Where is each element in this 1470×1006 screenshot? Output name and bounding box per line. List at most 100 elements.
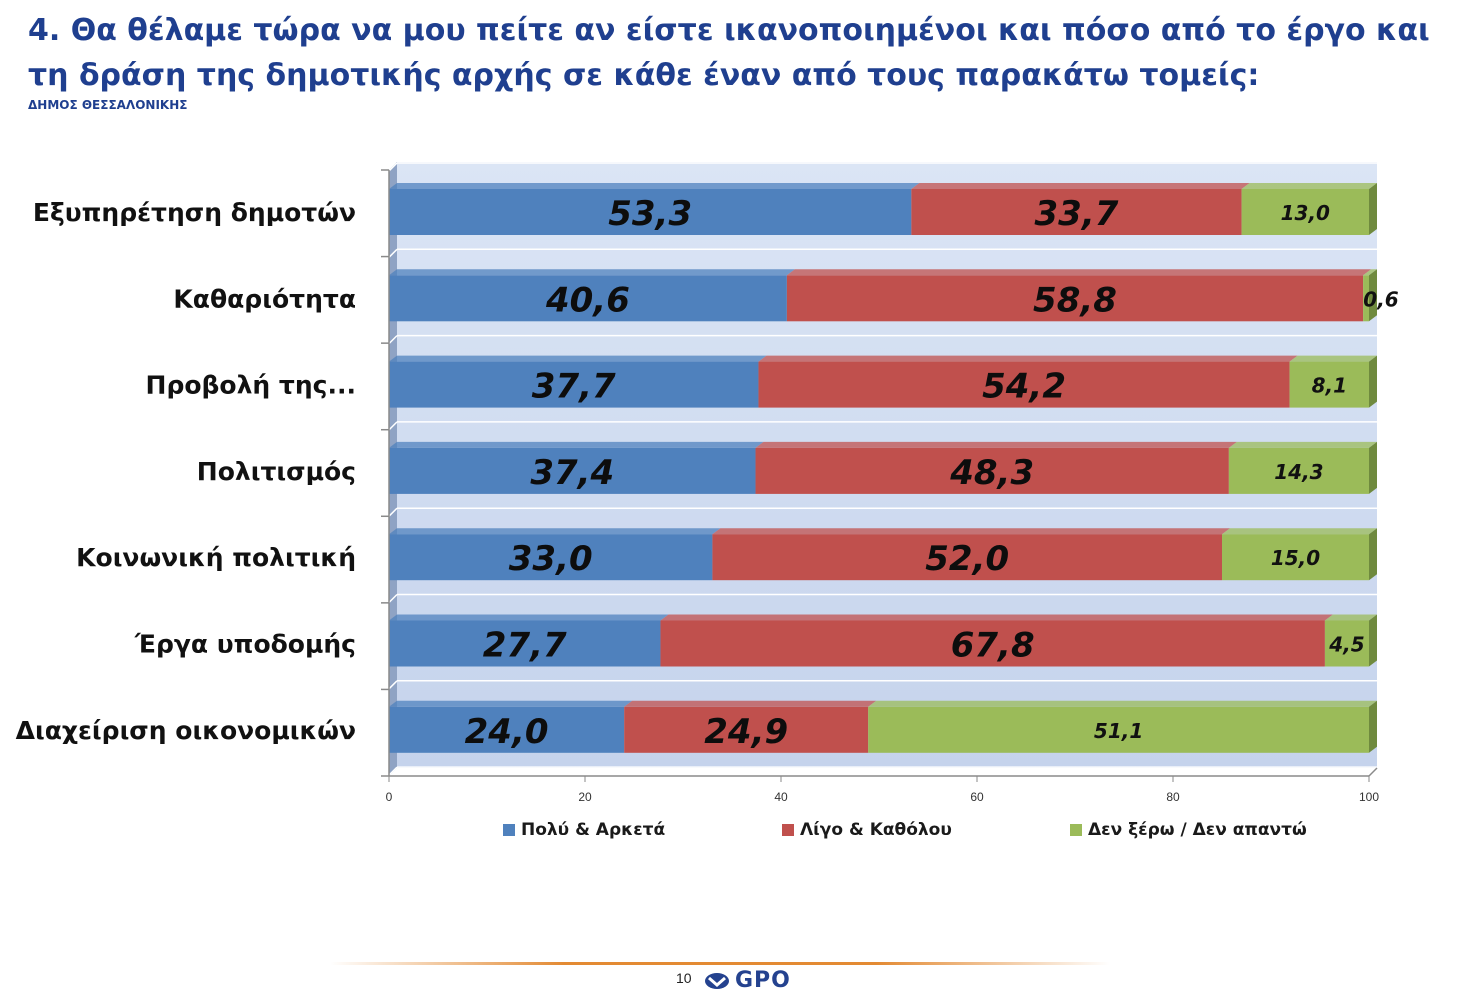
gridline bbox=[388, 335, 398, 345]
bar-top-face bbox=[911, 183, 1250, 189]
category-label: Πολιτισμός bbox=[197, 457, 356, 486]
data-label-2-4: 15,0 bbox=[1271, 546, 1320, 570]
bar-top-face bbox=[389, 614, 669, 621]
legend-label: Λίγο & Καθόλου bbox=[800, 820, 952, 840]
bar-side-face bbox=[1369, 700, 1377, 753]
legend-item-series-0: Πολύ & Αρκετά bbox=[503, 820, 665, 840]
bar-0-4 bbox=[389, 534, 713, 581]
gridline bbox=[388, 680, 398, 690]
bar-0-1 bbox=[389, 275, 787, 322]
bars-group: 53,3 33,7 13,0 40,6 58,8 0,6 37,7 54,2 8,1 37,4 48… bbox=[389, 183, 1399, 753]
category-label: Εξυπηρέτηση δημοτών bbox=[33, 198, 356, 227]
legend: Πολύ & Αρκετά Λίγο & Καθόλου Δεν ξέρω / … bbox=[0, 820, 1470, 848]
bar-2-3 bbox=[1228, 447, 1369, 494]
data-label-1-5: 67,8 bbox=[951, 626, 1035, 666]
x-tick-label: 60 bbox=[970, 790, 984, 804]
bar-1-4 bbox=[712, 534, 1222, 581]
gridline bbox=[388, 593, 398, 604]
data-label-1-0: 33,7 bbox=[1035, 194, 1119, 234]
bar-side-face bbox=[1369, 528, 1377, 581]
legend-swatch bbox=[503, 824, 515, 836]
bar-top-face bbox=[712, 528, 1230, 535]
bar-2-6 bbox=[868, 706, 1369, 753]
x-axis-line-depth bbox=[1368, 767, 1378, 777]
data-label-1-3: 48,3 bbox=[949, 453, 1034, 493]
bar-side-face bbox=[1369, 183, 1377, 235]
logo-mark-icon bbox=[705, 972, 729, 989]
bar-0-0 bbox=[389, 189, 912, 235]
bar-top-face bbox=[389, 355, 767, 362]
bar-0-3 bbox=[389, 447, 756, 494]
bar-1-6 bbox=[624, 706, 869, 753]
bar-0-6 bbox=[389, 706, 625, 753]
bar-side-face bbox=[1369, 614, 1377, 667]
bar-top-face bbox=[1363, 269, 1377, 276]
bar-top-face bbox=[868, 700, 1377, 707]
data-label-1-6: 24,9 bbox=[704, 712, 788, 752]
bar-0-2 bbox=[389, 361, 759, 408]
bar-top-face bbox=[389, 528, 721, 535]
gridline bbox=[388, 507, 398, 517]
data-label-0-3: 37,4 bbox=[530, 453, 614, 493]
bar-1-5 bbox=[660, 620, 1325, 667]
category-label: Διαχείριση οικονομικών bbox=[16, 716, 356, 745]
bar-top-face bbox=[786, 269, 1372, 276]
x-tick-label: 40 bbox=[774, 790, 788, 804]
bar-side-face bbox=[1369, 269, 1377, 322]
bar-2-5 bbox=[1324, 620, 1369, 667]
gridlines bbox=[388, 162, 1377, 776]
bar-top-face bbox=[755, 441, 1237, 448]
page-number: 10 bbox=[676, 970, 692, 986]
x-tick-label: 0 bbox=[386, 790, 393, 804]
legend-swatch bbox=[782, 824, 794, 836]
logo-text: GPO bbox=[735, 968, 791, 993]
bar-top-face bbox=[1228, 441, 1377, 448]
data-label-2-6: 51,1 bbox=[1094, 719, 1143, 743]
bar-1-2 bbox=[758, 361, 1290, 408]
x-tick-label: 100 bbox=[1359, 790, 1379, 804]
bar-top-face bbox=[389, 700, 633, 707]
bar-top-face bbox=[1289, 355, 1377, 362]
legend-label: Πολύ & Αρκετά bbox=[521, 820, 666, 840]
data-label-0-0: 53,3 bbox=[608, 194, 692, 234]
data-label-1-2: 54,2 bbox=[982, 367, 1066, 407]
bar-1-1 bbox=[786, 275, 1364, 322]
x-tick-label: 20 bbox=[578, 790, 592, 804]
bar-top-face bbox=[1324, 614, 1377, 621]
legend-label: Δεν ξέρω / Δεν απαντώ bbox=[1088, 820, 1307, 840]
gridline bbox=[388, 248, 398, 258]
category-label: Κοινωνική πολιτική bbox=[76, 543, 356, 572]
bar-top-face bbox=[1222, 528, 1377, 535]
data-label-0-1: 40,6 bbox=[545, 280, 630, 320]
data-label-2-2: 8,1 bbox=[1312, 374, 1347, 398]
bar-2-1 bbox=[1363, 275, 1369, 322]
footer-divider bbox=[330, 962, 1110, 965]
data-label-0-4: 33,0 bbox=[509, 539, 593, 579]
bar-2-4 bbox=[1222, 534, 1369, 581]
bar-1-3 bbox=[755, 447, 1229, 494]
bar-2-0 bbox=[1241, 189, 1369, 235]
bar-top-face bbox=[1241, 183, 1377, 189]
bar-2-2 bbox=[1289, 361, 1369, 408]
page-subtitle: ΔΗΜΟΣ ΘΕΣΣΑΛΟΝΙΚΗΣ bbox=[28, 98, 188, 112]
bar-side-face bbox=[1369, 355, 1377, 408]
category-label: Προβολή της... bbox=[146, 371, 356, 400]
legend-swatch bbox=[1070, 824, 1082, 836]
category-label: Έργα υποδομής bbox=[134, 630, 356, 659]
x-axis: 0 20 40 60 80 100 bbox=[386, 767, 1379, 804]
gridline bbox=[388, 162, 398, 172]
data-label-0-5: 27,7 bbox=[483, 626, 567, 666]
category-label: Καθαριότητα bbox=[173, 284, 356, 313]
bar-0-5 bbox=[389, 620, 661, 667]
bar-top-face bbox=[660, 614, 1333, 621]
legend-item-series-1: Λίγο & Καθόλου bbox=[782, 820, 952, 840]
gpo-logo: GPO bbox=[703, 968, 791, 993]
bar-top-face bbox=[624, 700, 877, 707]
data-label-1-4: 52,0 bbox=[925, 539, 1009, 579]
legend-item-series-2: Δεν ξέρω / Δεν απαντώ bbox=[1070, 820, 1307, 840]
bar-top-face bbox=[389, 441, 764, 448]
data-label-0-6: 24,0 bbox=[465, 712, 549, 752]
bar-top-face bbox=[389, 183, 920, 189]
page-title: 4. Θα θέλαμε τώρα να μου πείτε αν είστε … bbox=[28, 13, 1430, 93]
